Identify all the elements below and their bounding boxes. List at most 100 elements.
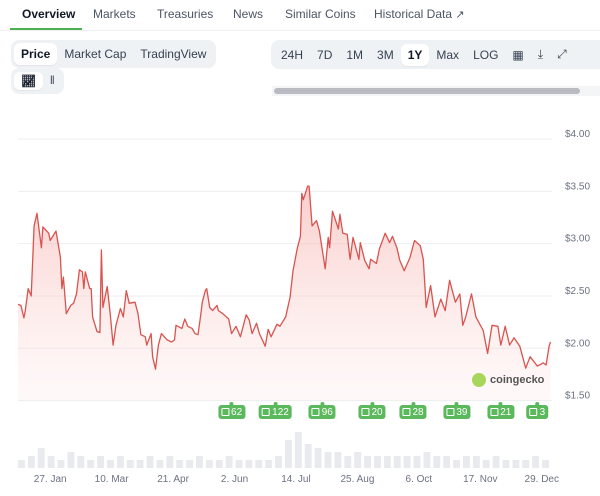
news-annotation-badge[interactable]: 62: [218, 405, 246, 419]
range-3m-button[interactable]: 3M: [377, 47, 394, 62]
candlestick-chart-icon[interactable]: 𝍪: [50, 72, 55, 87]
news-annotation-badge[interactable]: 96: [308, 405, 336, 419]
annotation-count: 21: [500, 406, 512, 418]
volume-bar: [334, 452, 342, 468]
volume-bar: [97, 456, 104, 468]
volume-bar: [403, 456, 411, 468]
annotation-count: 39: [456, 406, 468, 418]
volume-bar: [265, 460, 273, 468]
y-tick-label: $2.50: [565, 286, 590, 297]
volume-bar: [492, 456, 500, 468]
news-icon: [446, 408, 455, 416]
volume-bar: [166, 456, 174, 468]
range-24h-button[interactable]: 24H: [281, 47, 304, 62]
volume-bar: [205, 460, 213, 468]
volume-bar: [126, 460, 134, 468]
x-tick-label: 10. Mar: [95, 474, 130, 485]
news-icon: [490, 408, 499, 416]
annotation-count: 62: [231, 406, 243, 418]
y-tick-label: $4.00: [565, 129, 590, 140]
news-annotation-badge[interactable]: 28: [399, 405, 427, 419]
volume-bar: [77, 456, 85, 468]
volume-bar: [512, 460, 520, 468]
view-price-button[interactable]: Price: [14, 43, 58, 65]
volume-bar: [107, 460, 114, 468]
news-icon: [221, 408, 230, 416]
range-1y-button[interactable]: 1Y: [400, 43, 430, 66]
x-tick-label: 29. Dec: [525, 474, 559, 485]
news-annotation-badge[interactable]: 20: [358, 405, 386, 419]
news-annotation-badge[interactable]: 39: [443, 405, 471, 419]
news-annotation-badge[interactable]: 3: [526, 405, 549, 419]
range-switcher: 24H 7D 1M 3M 1Y Max LOG ▦ ⤓ ⤢: [271, 40, 600, 69]
line-chart-icon[interactable]: 📈︎: [14, 72, 44, 90]
tab-similar-coins[interactable]: Similar Coins: [285, 7, 356, 21]
volume-bar: [304, 444, 312, 468]
x-tick-label: 27. Jan: [34, 474, 67, 485]
tab-markets[interactable]: Markets: [93, 7, 136, 21]
volume-bar: [27, 456, 35, 468]
volume-bar: [196, 456, 203, 468]
volume-bar: [463, 456, 470, 468]
horizontal-scrollbar[interactable]: [274, 88, 580, 94]
volume-bar: [393, 456, 401, 468]
volume-bar: [245, 460, 253, 468]
x-tick-label: 2. Jun: [221, 474, 248, 485]
annotation-count: 20: [371, 406, 383, 418]
annotation-count: 28: [412, 406, 424, 418]
main-tabs: Overview Markets Treasuries News Similar…: [0, 0, 600, 31]
volume-bar: [18, 460, 25, 468]
y-tick-label: $3.50: [565, 181, 590, 192]
tab-overview[interactable]: Overview: [22, 7, 76, 21]
tab-news[interactable]: News: [233, 7, 264, 21]
range-7d-button[interactable]: 7D: [317, 47, 333, 62]
volume-bar: [423, 452, 431, 468]
download-icon[interactable]: ⤓: [537, 47, 544, 61]
news-icon: [311, 408, 320, 416]
chart-view-switcher: Price Market Cap TradingView: [11, 40, 217, 68]
view-tradingview-button[interactable]: TradingView: [140, 47, 207, 61]
y-tick-label: $3.00: [565, 234, 590, 245]
fullscreen-icon[interactable]: ⤢: [557, 47, 567, 61]
x-tick-label: 6. Oct: [406, 474, 433, 485]
volume-bar: [354, 452, 362, 468]
volume-bar: [37, 448, 45, 468]
volume-bar: [344, 456, 352, 468]
active-tab-underline: [10, 28, 82, 30]
external-link-icon: ↗: [455, 9, 465, 21]
x-tick-label: 17. Nov: [463, 474, 497, 485]
news-icon: [262, 408, 271, 416]
annotation-count: 122: [272, 406, 289, 418]
y-tick-label: $2.00: [565, 338, 590, 349]
x-tick-label: 21. Apr: [157, 474, 189, 485]
volume-bar: [374, 456, 381, 468]
calendar-icon[interactable]: ▦: [512, 47, 524, 62]
y-tick-label: $1.50: [565, 391, 590, 402]
coingecko-watermark: coingecko: [472, 373, 544, 387]
annotation-count: 96: [321, 406, 333, 418]
volume-bar: [275, 456, 282, 468]
volume-bar: [176, 460, 184, 468]
volume-bar: [225, 456, 233, 468]
range-max-button[interactable]: Max: [436, 47, 460, 62]
news-icon: [361, 408, 370, 416]
chart-type-switcher: 📈︎ 𝍪: [11, 68, 65, 94]
volume-bar: [364, 456, 371, 468]
volume-bar: [433, 456, 441, 468]
volume-bar: [453, 460, 460, 468]
coingecko-logo-icon: [472, 373, 486, 387]
view-market-cap-button[interactable]: Market Cap: [64, 47, 127, 61]
volume-bar: [116, 456, 124, 468]
volume-bar: [542, 460, 549, 468]
log-scale-button[interactable]: LOG: [473, 47, 499, 62]
news-annotation-badge[interactable]: 122: [259, 405, 292, 419]
volume-bar: [186, 460, 193, 468]
range-1m-button[interactable]: 1M: [346, 47, 364, 62]
tab-treasuries[interactable]: Treasuries: [157, 7, 214, 21]
volume-bar: [383, 456, 391, 468]
tab-historical-data[interactable]: Historical Data ↗: [374, 7, 465, 21]
news-annotation-badge[interactable]: 21: [487, 405, 515, 419]
annotation-count: 3: [539, 406, 546, 418]
volume-bar: [255, 460, 263, 468]
